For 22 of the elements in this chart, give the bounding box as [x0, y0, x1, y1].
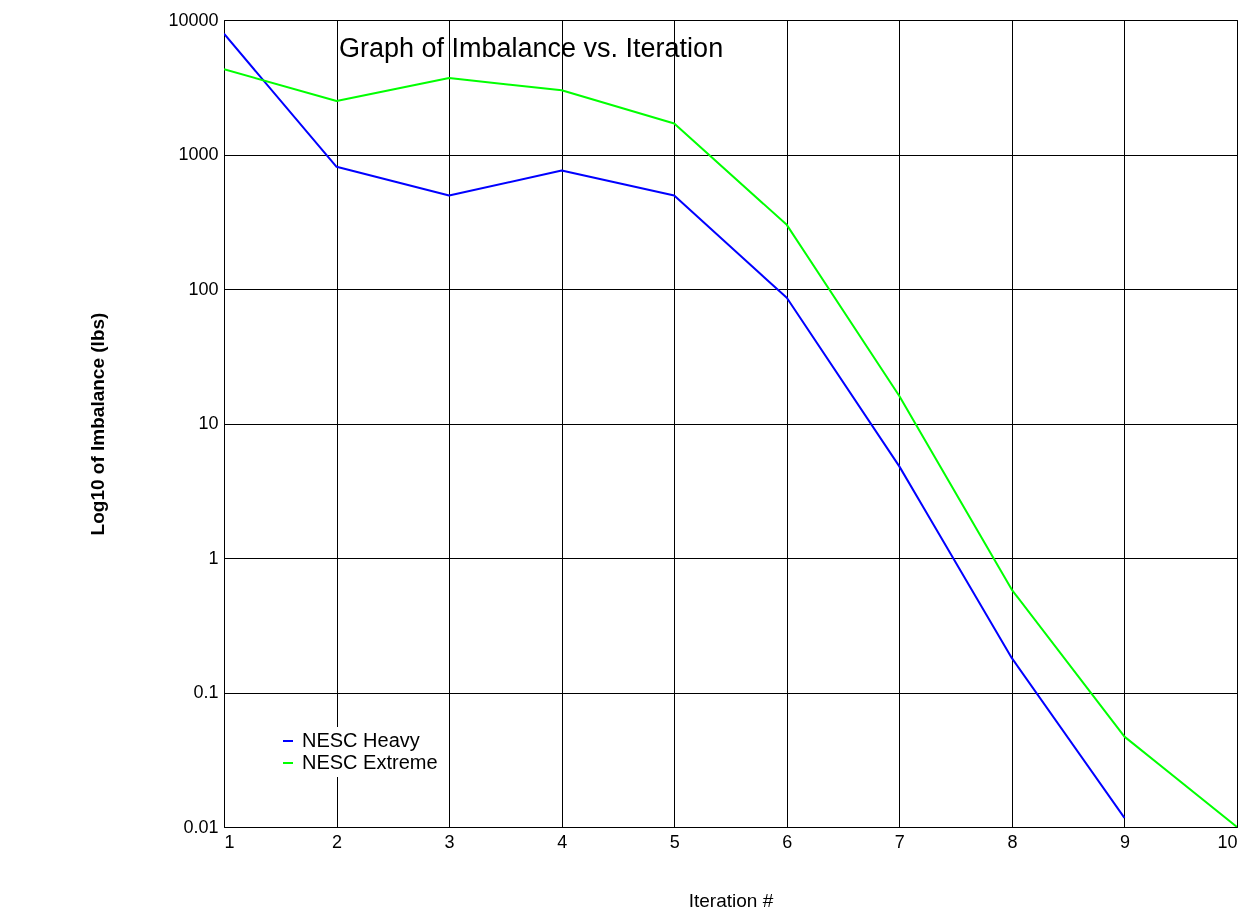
- y-axis-title: Log10 of Imbalance (lbs): [87, 312, 109, 536]
- x-tick-label: 1: [224, 831, 235, 852]
- x-tick-label: 10: [1217, 831, 1238, 852]
- y-tick-label: 1: [208, 547, 219, 568]
- line-series: [224, 32, 1126, 819]
- x-axis-title: Iteration #: [688, 889, 774, 911]
- x-tick-label: 8: [1007, 831, 1018, 852]
- legend-label: NESC Heavy: [302, 729, 420, 751]
- x-tick-label: 3: [444, 831, 455, 852]
- y-tick-label: 100: [188, 278, 219, 299]
- y-tick-label: 0.1: [193, 682, 219, 702]
- x-tick-label: 2: [332, 831, 343, 852]
- y-tick-label: 1000: [178, 144, 219, 164]
- x-tick-label: 6: [782, 831, 793, 852]
- legend-label: NESC Extreme: [302, 751, 438, 773]
- y-tick-label: 10: [198, 413, 219, 433]
- x-tick-label: 4: [557, 831, 568, 852]
- x-tick-label: 9: [1119, 831, 1130, 852]
- y-tick-label: 0.01: [183, 816, 219, 837]
- x-tick-label: 7: [894, 831, 905, 852]
- x-tick-label: 5: [669, 831, 680, 852]
- y-tick-label: 10000: [168, 9, 219, 30]
